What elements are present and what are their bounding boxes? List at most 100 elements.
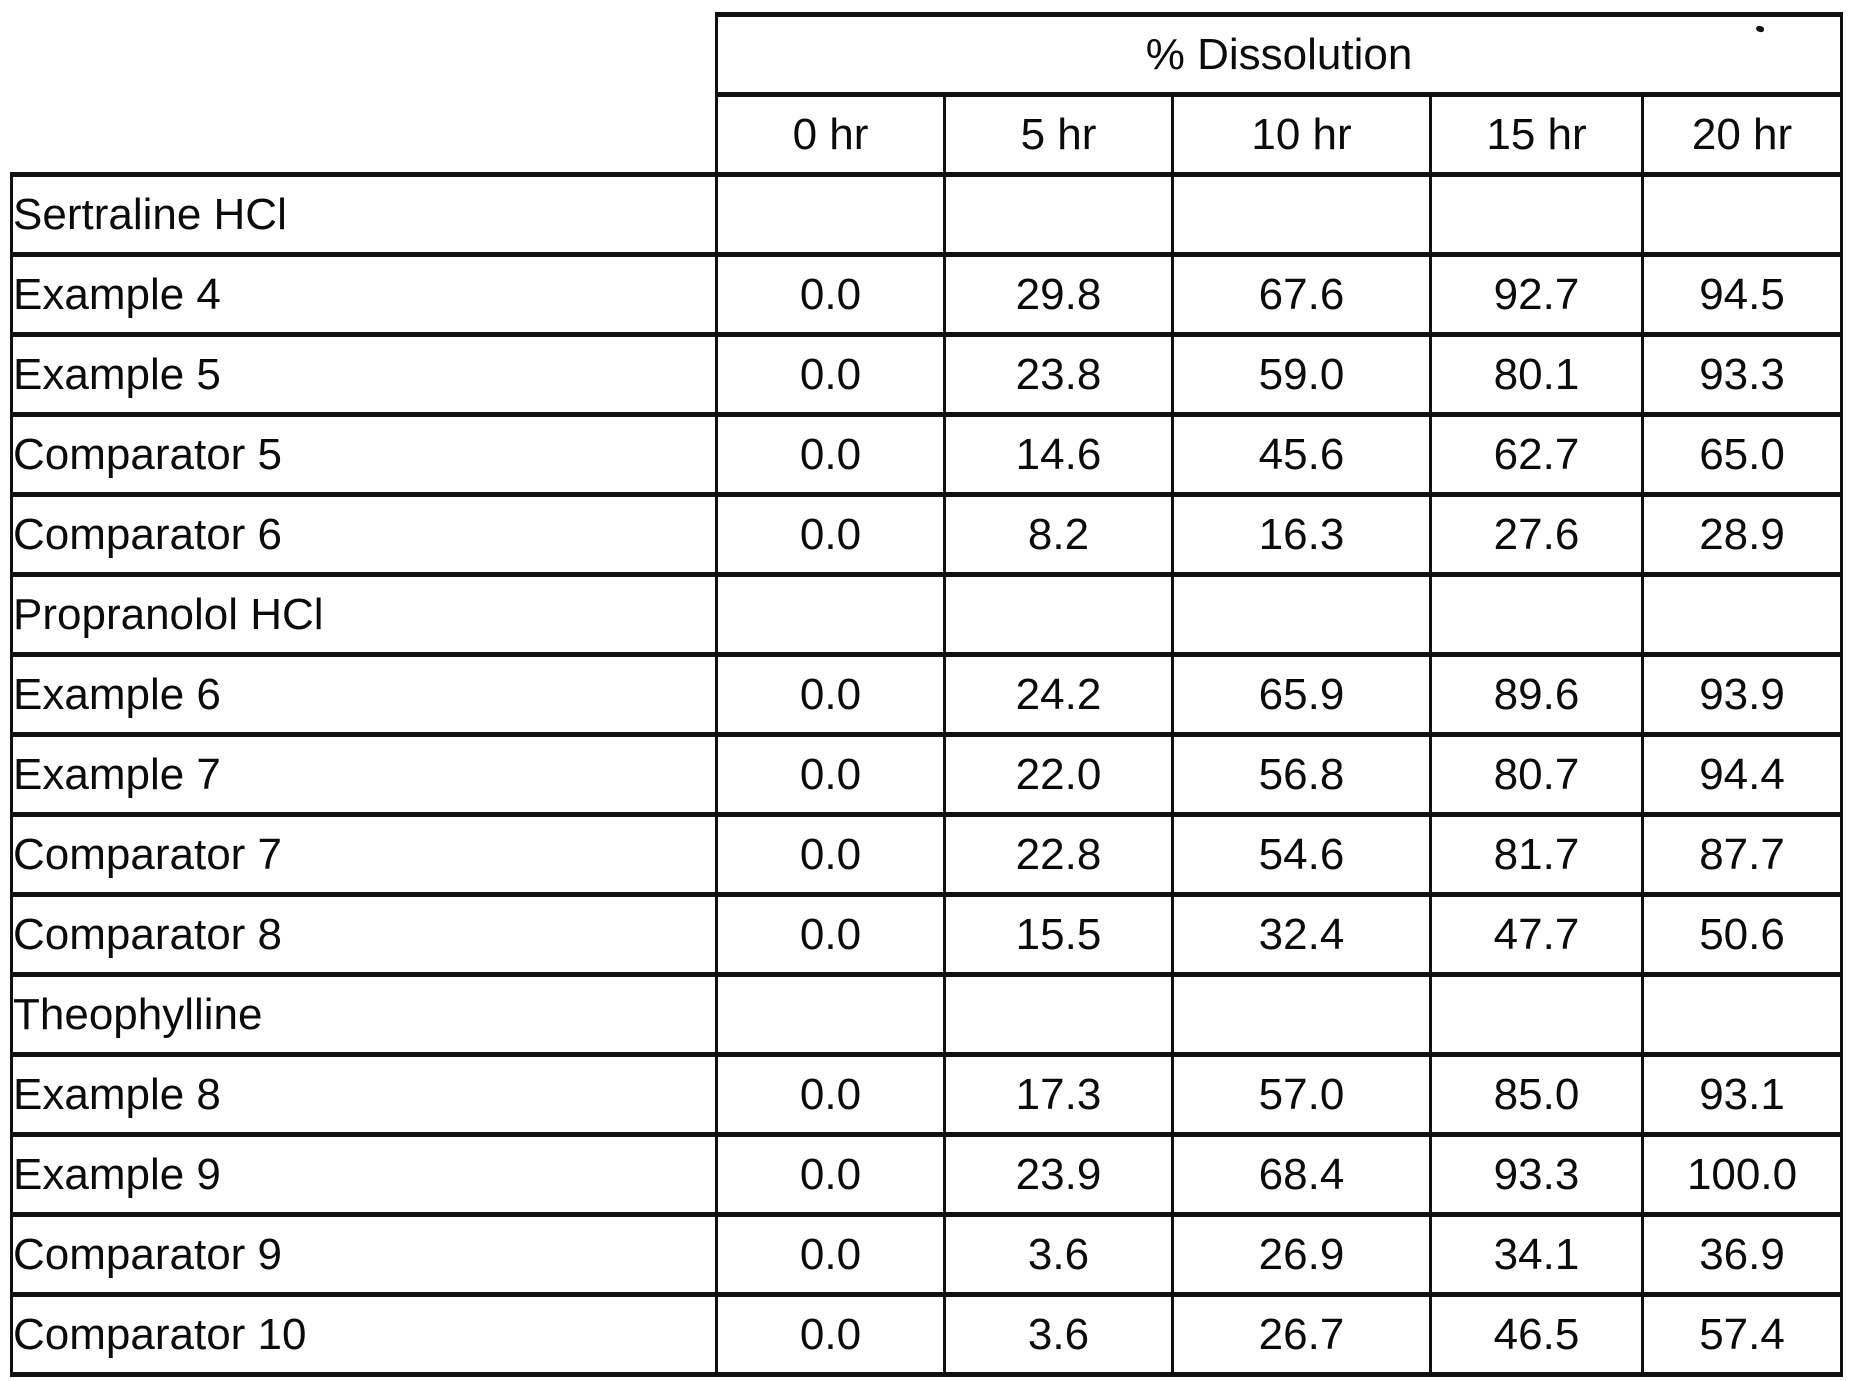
value-cell bbox=[1171, 572, 1432, 657]
value-cell: 47.7 bbox=[1429, 892, 1644, 977]
table-title-row: % Dissolution bbox=[11, 12, 1844, 97]
value-cell: 27.6 bbox=[1429, 492, 1644, 577]
group-label: Propranolol HCl bbox=[10, 572, 718, 657]
value-cell: 80.7 bbox=[1429, 732, 1644, 817]
data-row-comparator-6: Comparator 6 0.0 8.2 16.3 27.6 28.9 bbox=[10, 492, 1844, 577]
value-cell: 67.6 bbox=[1171, 252, 1432, 337]
value-cell: 22.0 bbox=[943, 732, 1174, 817]
row-label: Comparator 7 bbox=[10, 812, 718, 897]
value-cell: 0.0 bbox=[715, 1052, 946, 1137]
value-cell: 94.5 bbox=[1640, 252, 1844, 337]
row-label: Example 8 bbox=[10, 1052, 718, 1137]
value-cell: 24.2 bbox=[943, 652, 1174, 737]
value-cell: 0.0 bbox=[715, 1212, 946, 1297]
value-cell: 85.0 bbox=[1429, 1052, 1644, 1137]
value-cell: 0.0 bbox=[715, 412, 946, 497]
value-cell: 23.8 bbox=[943, 332, 1174, 417]
value-cell: 0.0 bbox=[715, 1292, 946, 1377]
value-cell: 92.7 bbox=[1429, 252, 1644, 337]
value-cell: 93.3 bbox=[1640, 332, 1844, 417]
row-label: Comparator 8 bbox=[10, 892, 718, 977]
value-cell: 54.6 bbox=[1171, 812, 1432, 897]
value-cell: 80.1 bbox=[1429, 332, 1644, 417]
value-cell bbox=[715, 972, 946, 1057]
value-cell: 0.0 bbox=[715, 652, 946, 737]
value-cell: 45.6 bbox=[1171, 412, 1432, 497]
col-header-0hr: 0 hr bbox=[715, 92, 946, 177]
value-cell: 93.9 bbox=[1640, 652, 1844, 737]
value-cell: 93.1 bbox=[1640, 1052, 1844, 1137]
blank-corner-cell bbox=[11, 94, 717, 175]
value-cell: 59.0 bbox=[1171, 332, 1432, 417]
value-cell: 50.6 bbox=[1640, 892, 1844, 977]
data-row-example-5: Example 5 0.0 23.8 59.0 80.1 93.3 bbox=[10, 332, 1844, 417]
data-row-example-7: Example 7 0.0 22.0 56.8 80.7 94.4 bbox=[10, 732, 1844, 817]
group-row-theophylline: Theophylline bbox=[10, 972, 1844, 1057]
value-cell: 0.0 bbox=[715, 252, 946, 337]
value-cell bbox=[1171, 172, 1432, 257]
row-label: Example 6 bbox=[10, 652, 718, 737]
value-cell bbox=[715, 572, 946, 657]
col-header-10hr: 10 hr bbox=[1171, 92, 1432, 177]
value-cell bbox=[943, 172, 1174, 257]
value-cell: 57.0 bbox=[1171, 1052, 1432, 1137]
row-label: Example 7 bbox=[10, 732, 718, 817]
value-cell: 0.0 bbox=[715, 892, 946, 977]
row-label: Comparator 5 bbox=[10, 412, 718, 497]
value-cell: 0.0 bbox=[715, 732, 946, 817]
value-cell: 26.7 bbox=[1171, 1292, 1432, 1377]
value-cell: 56.8 bbox=[1171, 732, 1432, 817]
row-label: Example 4 bbox=[10, 252, 718, 337]
value-cell: 89.6 bbox=[1429, 652, 1644, 737]
dissolution-table: % Dissolution 0 hr 5 hr 10 hr 15 hr 20 h… bbox=[10, 12, 1844, 1377]
value-cell bbox=[1640, 972, 1844, 1057]
value-cell: 15.5 bbox=[943, 892, 1174, 977]
value-cell bbox=[1429, 172, 1644, 257]
value-cell: 22.8 bbox=[943, 812, 1174, 897]
value-cell: 93.3 bbox=[1429, 1132, 1644, 1217]
value-cell: 14.6 bbox=[943, 412, 1174, 497]
row-label: Example 9 bbox=[10, 1132, 718, 1217]
value-cell: 34.1 bbox=[1429, 1212, 1644, 1297]
value-cell: 68.4 bbox=[1171, 1132, 1432, 1217]
value-cell: 87.7 bbox=[1640, 812, 1844, 897]
value-cell: 3.6 bbox=[943, 1212, 1174, 1297]
data-row-example-6: Example 6 0.0 24.2 65.9 89.6 93.9 bbox=[10, 652, 1844, 737]
value-cell bbox=[1429, 972, 1644, 1057]
value-cell bbox=[943, 972, 1174, 1057]
data-row-comparator-9: Comparator 9 0.0 3.6 26.9 34.1 36.9 bbox=[10, 1212, 1844, 1297]
value-cell: 29.8 bbox=[943, 252, 1174, 337]
col-header-5hr: 5 hr bbox=[943, 92, 1174, 177]
group-label: Sertraline HCl bbox=[10, 172, 718, 257]
value-cell: 3.6 bbox=[943, 1292, 1174, 1377]
col-header-15hr: 15 hr bbox=[1429, 92, 1644, 177]
row-label: Comparator 6 bbox=[10, 492, 718, 577]
value-cell: 28.9 bbox=[1640, 492, 1844, 577]
data-row-comparator-8: Comparator 8 0.0 15.5 32.4 47.7 50.6 bbox=[10, 892, 1844, 977]
data-row-comparator-5: Comparator 5 0.0 14.6 45.6 62.7 65.0 bbox=[10, 412, 1844, 497]
data-row-example-8: Example 8 0.0 17.3 57.0 85.0 93.1 bbox=[10, 1052, 1844, 1137]
value-cell: 36.9 bbox=[1640, 1212, 1844, 1297]
value-cell: 26.9 bbox=[1171, 1212, 1432, 1297]
value-cell: 8.2 bbox=[943, 492, 1174, 577]
row-label: Comparator 10 bbox=[10, 1292, 718, 1377]
value-cell: 62.7 bbox=[1429, 412, 1644, 497]
row-label: Comparator 9 bbox=[10, 1212, 718, 1297]
value-cell bbox=[943, 572, 1174, 657]
value-cell: 65.0 bbox=[1640, 412, 1844, 497]
value-cell: 16.3 bbox=[1171, 492, 1432, 577]
value-cell: 94.4 bbox=[1640, 732, 1844, 817]
group-label: Theophylline bbox=[10, 972, 718, 1057]
data-row-comparator-10: Comparator 10 0.0 3.6 26.7 46.5 57.4 bbox=[10, 1292, 1844, 1377]
table-title: % Dissolution bbox=[714, 12, 1844, 97]
data-row-comparator-7: Comparator 7 0.0 22.8 54.6 81.7 87.7 bbox=[10, 812, 1844, 897]
value-cell: 0.0 bbox=[715, 812, 946, 897]
value-cell: 0.0 bbox=[715, 492, 946, 577]
group-row-propranolol: Propranolol HCl bbox=[10, 572, 1844, 657]
value-cell: 65.9 bbox=[1171, 652, 1432, 737]
row-label: Example 5 bbox=[10, 332, 718, 417]
time-header-row: 0 hr 5 hr 10 hr 15 hr 20 hr bbox=[11, 92, 1844, 177]
value-cell bbox=[715, 172, 946, 257]
value-cell: 0.0 bbox=[715, 332, 946, 417]
